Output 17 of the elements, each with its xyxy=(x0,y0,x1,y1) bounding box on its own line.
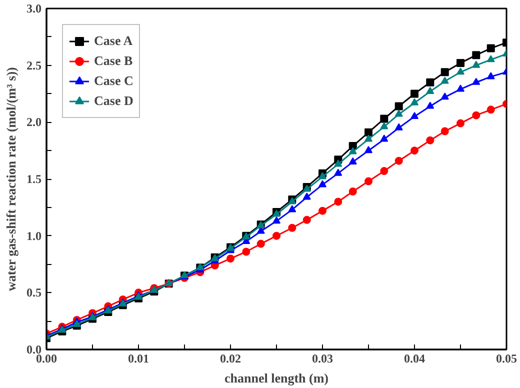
y-axis-title: water gas-shift reaction rate (mol/(m³ s)) xyxy=(4,67,18,292)
y-tick-label: 3.0 xyxy=(26,2,42,16)
x-tick-label: 0.02 xyxy=(220,352,241,366)
y-tick-label: 1.0 xyxy=(26,228,42,243)
legend-label: Case B xyxy=(94,53,133,69)
x-axis-title: channel length (m) xyxy=(224,370,328,386)
y-tick-label: 0.5 xyxy=(26,286,42,300)
y-tick-label: 1.5 xyxy=(26,172,42,186)
legend-label: Case D xyxy=(94,93,134,109)
y-tick-label: 2.0 xyxy=(26,115,42,130)
x-tick-label: 0.05 xyxy=(496,352,517,366)
x-tick-label: 0.01 xyxy=(128,352,149,366)
legend-label: Case A xyxy=(94,33,133,49)
x-tick-label: 0.04 xyxy=(404,352,425,366)
legend-label: Case C xyxy=(94,73,134,89)
y-tick-label: 2.5 xyxy=(26,58,42,72)
x-tick-label: 0.03 xyxy=(312,352,333,366)
